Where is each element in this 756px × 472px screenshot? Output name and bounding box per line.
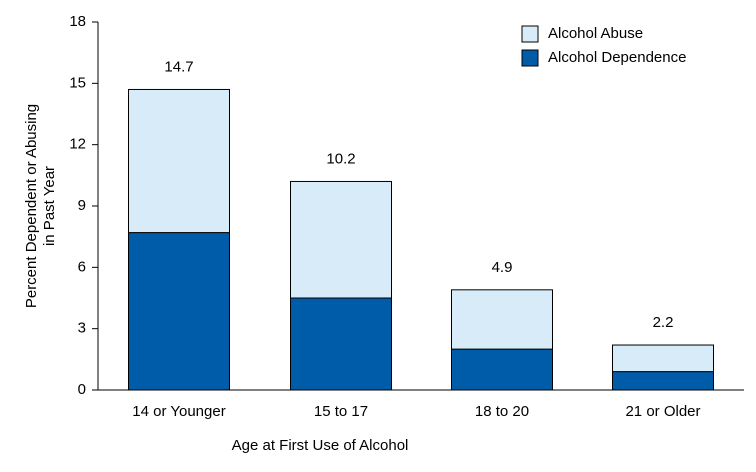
y-tick-label: 18	[69, 13, 86, 30]
x-tick-label: 14 or Younger	[132, 403, 225, 420]
y-axis-title: in Past Year	[41, 166, 58, 246]
y-tick-label: 15	[69, 74, 86, 91]
legend-swatch	[521, 49, 539, 67]
bar-segment	[128, 88, 230, 234]
legend-swatch	[521, 25, 539, 43]
bar-segment	[451, 348, 553, 391]
bar-segment	[612, 344, 714, 373]
x-axis-title: Age at First Use of Alcohol	[232, 437, 409, 454]
y-tick-label: 6	[78, 258, 86, 275]
bar-segment	[612, 371, 714, 391]
total-label: 4.9	[492, 259, 513, 276]
bar-segment	[451, 289, 553, 350]
bar-segment	[290, 180, 392, 299]
y-axis-title: Percent Dependent or Abusing	[23, 104, 40, 308]
bar-segment	[290, 297, 392, 391]
y-tick-label: 0	[78, 381, 86, 398]
x-tick-label: 21 or Older	[625, 403, 700, 420]
x-tick-label: 15 to 17	[314, 403, 368, 420]
y-tick-label: 9	[78, 197, 86, 214]
y-tick-label: 12	[69, 136, 86, 153]
x-tick-label: 18 to 20	[475, 403, 529, 420]
total-label: 14.7	[164, 58, 193, 75]
legend-label: Alcohol Dependence	[548, 49, 686, 66]
total-label: 10.2	[326, 150, 355, 167]
y-tick-label: 3	[78, 320, 86, 337]
bar-segment	[128, 232, 230, 391]
legend-label: Alcohol Abuse	[548, 25, 643, 42]
total-label: 2.2	[653, 314, 674, 331]
